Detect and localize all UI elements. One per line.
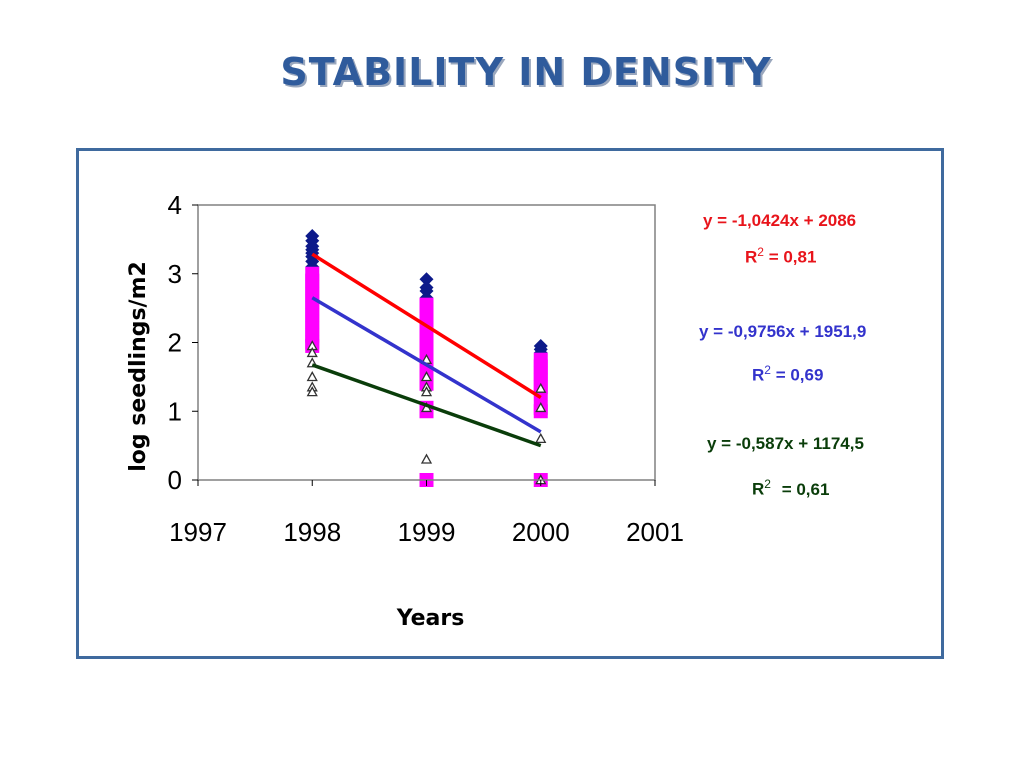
data-point-diamond xyxy=(419,272,434,287)
trendline xyxy=(311,252,542,399)
data-point-triangle xyxy=(535,401,547,413)
data-point-triangle xyxy=(535,432,547,444)
equation-blue-text: y = -0,9756x + 1951,9 xyxy=(699,322,867,341)
x-tick-label: 2001 xyxy=(626,517,684,547)
equation-blue: y = -0,9756x + 1951,9 xyxy=(699,322,866,342)
x-tick-label: 1997 xyxy=(169,517,227,547)
data-point-triangle xyxy=(420,386,433,397)
x-axis-label: Years xyxy=(396,606,465,631)
r-squared-blue-value: = 0,69 xyxy=(775,365,824,385)
r-squared-red-sup: 2 xyxy=(757,245,764,259)
data-point-triangle xyxy=(306,386,318,397)
equation-green-text: y = -0,587x + 1174,5 xyxy=(707,434,864,453)
x-tick-label: 1999 xyxy=(398,517,456,547)
r-squared-blue: R2 = 0,69 xyxy=(752,363,823,386)
data-point-triangle xyxy=(306,371,318,382)
r-squared-green-sup: 2 xyxy=(764,477,771,491)
data-point-triangle xyxy=(420,453,433,464)
r-squared-green-prefix: R xyxy=(752,479,765,499)
r-squared-green: R2 = 0,61 xyxy=(752,477,829,500)
trendline xyxy=(311,363,542,448)
equation-red: y = -1,0424x + 2086 xyxy=(703,211,856,231)
r-squared-red: R2 = 0,81 xyxy=(745,245,816,268)
equation-green: y = -0,587x + 1174,5 xyxy=(707,434,864,454)
chart-frame xyxy=(76,148,944,659)
y-tick-label: 2 xyxy=(168,328,182,358)
x-tick-label: 2000 xyxy=(512,517,570,547)
equation-red-text: y = -1,0424x + 2086 xyxy=(703,211,857,230)
y-tick-label: 0 xyxy=(168,465,182,495)
r-squared-green-value: = 0,61 xyxy=(781,479,830,499)
y-tick-label: 1 xyxy=(168,396,182,426)
trendline xyxy=(311,296,542,434)
r-squared-blue-sup: 2 xyxy=(764,363,771,377)
data-point-triangle xyxy=(420,371,433,382)
r-squared-blue-prefix: R xyxy=(752,365,765,385)
x-tick-label: 1998 xyxy=(283,517,341,547)
data-point-triangle xyxy=(535,382,547,393)
slide-title: STABILITY IN DENSITY xyxy=(280,50,772,94)
y-tick-label: 4 xyxy=(168,190,182,220)
r-squared-red-value: = 0,81 xyxy=(768,247,817,267)
r-squared-red-prefix: R xyxy=(745,247,758,267)
data-point-triangle xyxy=(306,346,318,358)
y-axis-label: log seedlings/m2 xyxy=(126,261,151,472)
y-tick-label: 3 xyxy=(168,259,182,289)
